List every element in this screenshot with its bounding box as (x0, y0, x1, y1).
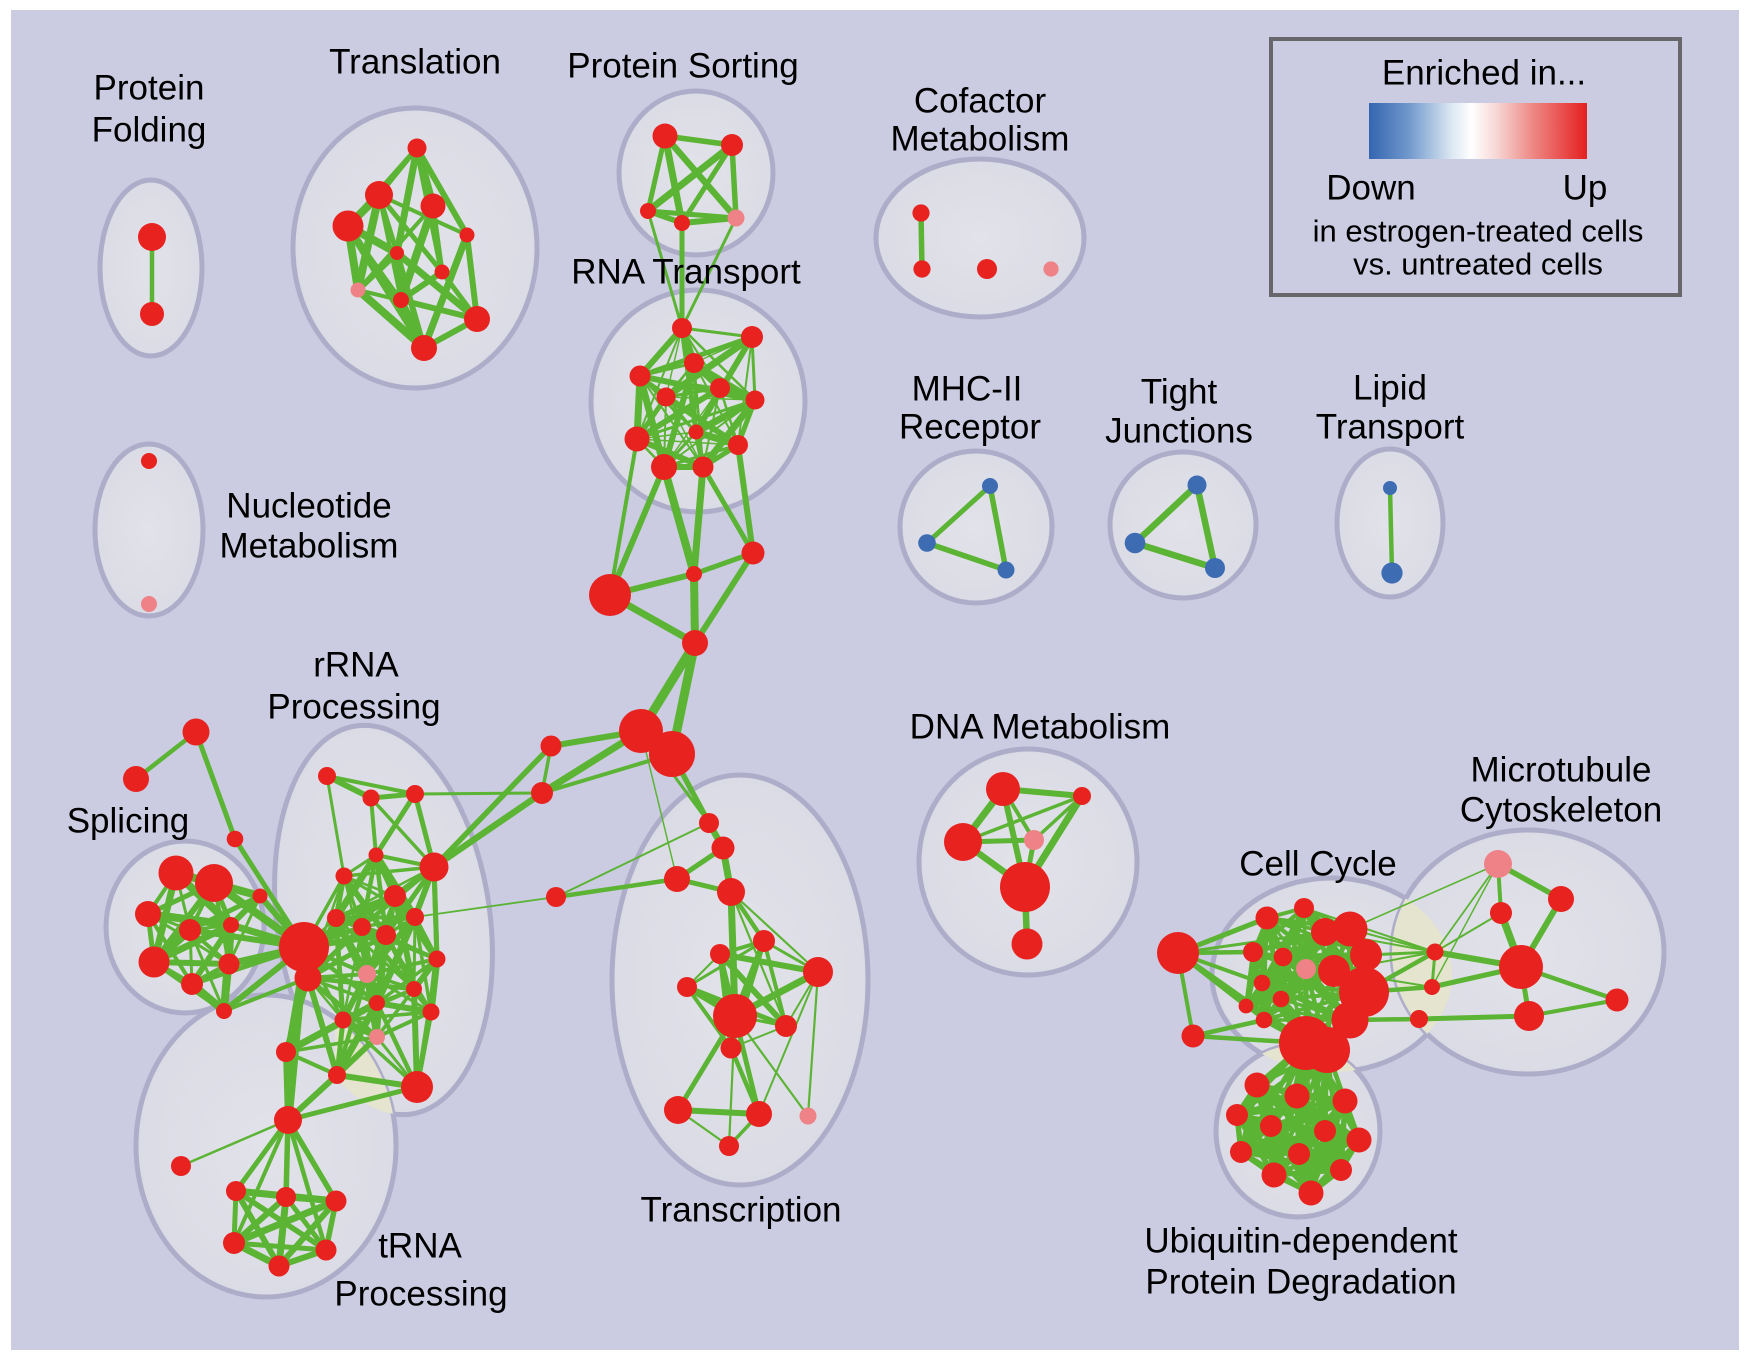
svg-text:Ubiquitin-dependent: Ubiquitin-dependent (1144, 1222, 1458, 1261)
svg-text:tRNA: tRNA (378, 1227, 462, 1266)
svg-text:Folding: Folding (92, 111, 207, 150)
svg-text:Metabolism: Metabolism (891, 120, 1070, 159)
svg-text:Up: Up (1563, 169, 1608, 208)
svg-text:Protein Degradation: Protein Degradation (1145, 1263, 1456, 1302)
svg-text:Junctions: Junctions (1105, 412, 1253, 451)
svg-text:Tight: Tight (1141, 373, 1218, 412)
svg-text:MHC-II: MHC-II (912, 370, 1023, 409)
svg-text:Cytoskeleton: Cytoskeleton (1460, 791, 1662, 830)
svg-text:Microtubule: Microtubule (1471, 751, 1652, 790)
svg-text:Enriched in...: Enriched in... (1382, 54, 1586, 93)
svg-text:DNA Metabolism: DNA Metabolism (910, 708, 1171, 747)
svg-text:Translation: Translation (329, 43, 501, 82)
svg-text:Protein: Protein (94, 69, 205, 108)
svg-text:Splicing: Splicing (67, 802, 190, 841)
svg-text:Receptor: Receptor (899, 408, 1041, 447)
svg-text:Cell Cycle: Cell Cycle (1239, 845, 1397, 884)
svg-text:Processing: Processing (267, 688, 440, 727)
svg-text:Transcription: Transcription (641, 1191, 842, 1230)
svg-text:Transport: Transport (1316, 408, 1465, 447)
svg-text:Processing: Processing (334, 1275, 507, 1314)
svg-text:Cofactor: Cofactor (914, 82, 1047, 121)
svg-text:rRNA: rRNA (313, 646, 399, 685)
svg-text:in estrogen-treated cells: in estrogen-treated cells (1313, 214, 1644, 249)
svg-text:Protein Sorting: Protein Sorting (567, 47, 799, 86)
svg-text:Nucleotide: Nucleotide (226, 487, 391, 526)
svg-text:Down: Down (1326, 169, 1415, 208)
svg-text:vs. untreated cells: vs. untreated cells (1353, 247, 1603, 282)
svg-text:RNA Transport: RNA Transport (571, 253, 801, 292)
svg-text:Lipid: Lipid (1353, 369, 1427, 408)
svg-text:Metabolism: Metabolism (220, 527, 399, 566)
